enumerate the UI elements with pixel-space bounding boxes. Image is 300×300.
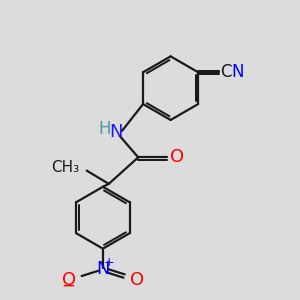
Text: C: C [220,63,231,81]
Text: O: O [170,148,184,166]
Text: N: N [96,260,110,278]
Text: N: N [110,123,123,141]
Text: +: + [104,256,115,269]
Text: N: N [231,63,244,81]
Text: H: H [99,120,111,138]
Text: O: O [62,271,76,289]
Text: CH₃: CH₃ [51,160,79,175]
Text: O: O [130,271,144,289]
Text: −: − [61,276,75,294]
